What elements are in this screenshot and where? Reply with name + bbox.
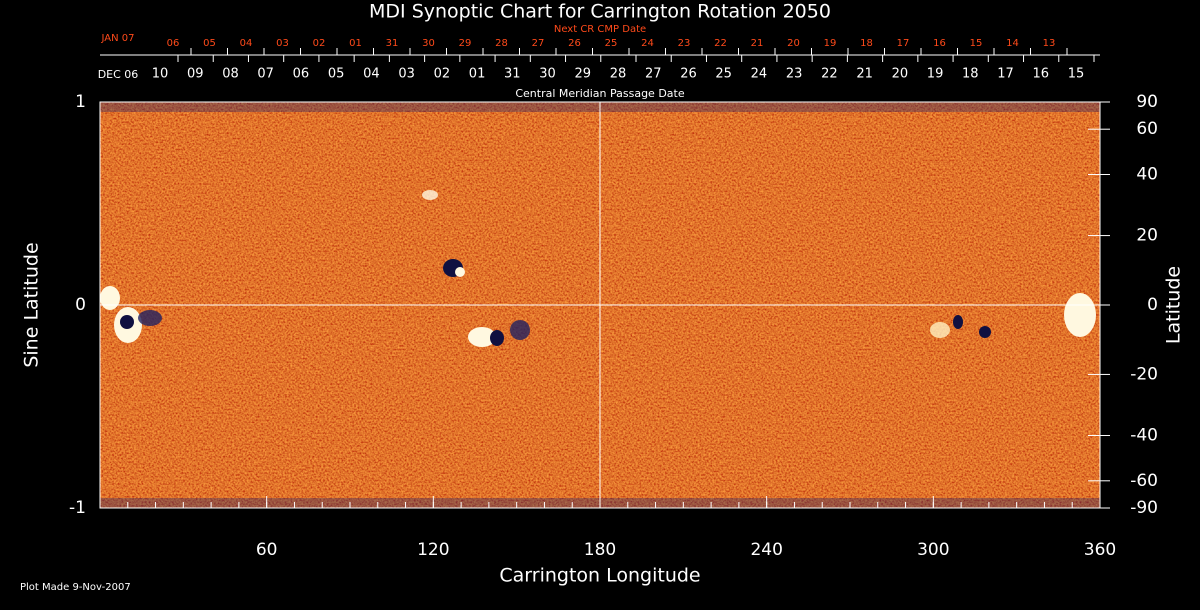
cmp-date: 24 xyxy=(751,67,768,82)
next-date: 31 xyxy=(386,38,399,49)
next-date: 15 xyxy=(970,38,983,49)
next-date: 17 xyxy=(897,38,910,49)
next-date: 23 xyxy=(678,38,691,49)
cmp-date: 29 xyxy=(574,67,591,82)
next-date: 20 xyxy=(787,38,800,49)
x-tick-label: 180 xyxy=(584,540,616,560)
y-axis-label: Sine Latitude xyxy=(21,242,43,367)
cmp-date: 05 xyxy=(328,67,345,82)
x-tick-label: 240 xyxy=(750,540,782,560)
y2-tick-label: 0 xyxy=(1147,295,1158,315)
cmp-date: 04 xyxy=(363,67,380,82)
y2-tick-label: 40 xyxy=(1136,165,1158,185)
chart-title: MDI Synoptic Chart for Carrington Rotati… xyxy=(369,1,831,23)
next-date: 03 xyxy=(276,38,289,49)
next-date: 02 xyxy=(313,38,326,49)
next-date: 18 xyxy=(860,38,873,49)
y2-tick-label: -60 xyxy=(1130,471,1158,491)
cmp-date: 06 xyxy=(293,67,310,82)
cmp-date: 22 xyxy=(821,67,838,82)
next-date: 25 xyxy=(605,38,618,49)
next-date: 27 xyxy=(532,38,545,49)
cmp-date: 02 xyxy=(434,67,451,82)
y2-tick-label: 20 xyxy=(1136,226,1158,246)
cmp-date: 07 xyxy=(257,67,274,82)
y-tick-label: -1 xyxy=(69,498,86,518)
next-date: 05 xyxy=(203,38,216,49)
cmp-date: 21 xyxy=(856,67,873,82)
cmp-date: 16 xyxy=(1032,67,1049,82)
y-tick-label: 1 xyxy=(75,92,86,112)
cmp-date: 01 xyxy=(469,67,486,82)
cmp-date: 27 xyxy=(645,67,662,82)
x-tick-label: 300 xyxy=(917,540,949,560)
y2-tick-label: -20 xyxy=(1130,364,1158,384)
y2-tick-label: 60 xyxy=(1136,119,1158,139)
cmp-date: 26 xyxy=(680,67,697,82)
cmp-date: 10 xyxy=(152,67,169,82)
next-date: 13 xyxy=(1043,38,1056,49)
next-date: 14 xyxy=(1006,38,1019,49)
cmp-date: 20 xyxy=(892,67,909,82)
next-date: 30 xyxy=(422,38,435,49)
cmp-date: 19 xyxy=(927,67,944,82)
cmp-date: 03 xyxy=(398,67,415,82)
y2-tick-label: 90 xyxy=(1136,92,1158,112)
y2-tick-label: -90 xyxy=(1130,498,1158,518)
cmp-date: 09 xyxy=(187,67,204,82)
next-date: 04 xyxy=(240,38,253,49)
x-tick-label: 360 xyxy=(1084,540,1116,560)
cmp-date: 31 xyxy=(504,67,521,82)
cmp-date: 15 xyxy=(1068,67,1085,82)
x-tick-label: 120 xyxy=(417,540,449,560)
cmp-date: 08 xyxy=(222,67,239,82)
cmp-date: 25 xyxy=(715,67,732,82)
next-date: 16 xyxy=(933,38,946,49)
next-date: 24 xyxy=(641,38,654,49)
cmp-date: 28 xyxy=(610,67,627,82)
next-date: 21 xyxy=(751,38,764,49)
next-date: 06 xyxy=(167,38,180,49)
top-axis-label: Central Meridian Passage Date xyxy=(515,87,684,100)
cmp-date: 17 xyxy=(997,67,1014,82)
next-date: 01 xyxy=(349,38,362,49)
y-tick-label: 0 xyxy=(75,295,86,315)
y2-tick-label: -40 xyxy=(1130,425,1158,445)
next-date: 22 xyxy=(714,38,727,49)
cmp-start: DEC 06 xyxy=(98,68,139,81)
cmp-date: 23 xyxy=(786,67,803,82)
x-tick-label: 60 xyxy=(256,540,278,560)
next-date: 19 xyxy=(824,38,837,49)
y2-axis-label: Latitude xyxy=(1163,266,1185,344)
footnote: Plot Made 9-Nov-2007 xyxy=(20,582,131,593)
next-date: 28 xyxy=(495,38,508,49)
cmp-date: 30 xyxy=(539,67,556,82)
next-date: 29 xyxy=(459,38,472,49)
next-date: 26 xyxy=(568,38,581,49)
next-axis-label: Next CR CMP Date xyxy=(554,24,646,35)
x-axis-label: Carrington Longitude xyxy=(499,565,700,587)
next-start: JAN 07 xyxy=(101,33,135,44)
cmp-date: 18 xyxy=(962,67,979,82)
